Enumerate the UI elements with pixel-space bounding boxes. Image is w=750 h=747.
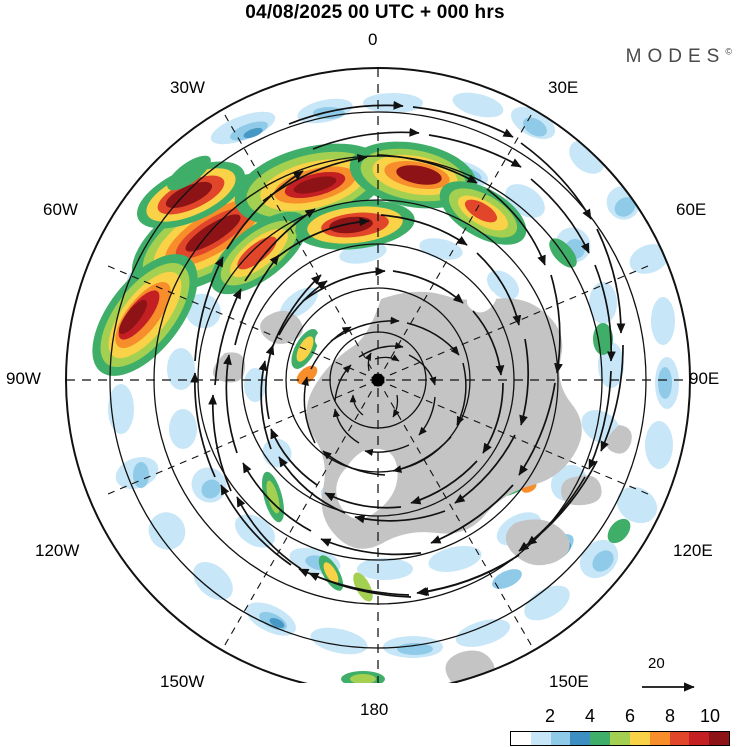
lon-label-90E: 90E <box>689 369 720 388</box>
colorbar-swatch-6 <box>629 732 650 745</box>
vector-scale-arrow-icon <box>642 682 695 692</box>
shaded-amplitude-field <box>66 68 690 683</box>
lon-label-90W: 90W <box>6 369 41 388</box>
lon-label-150W: 150W <box>160 672 205 691</box>
wind-vector-field <box>190 100 626 598</box>
copyright-mark: © <box>725 46 732 57</box>
colorbar-tick-10: 10 <box>699 706 721 726</box>
colorbar-tick-4: 4 <box>584 706 596 726</box>
lon-label-30E: 30E <box>548 78 579 97</box>
lon-label-120E: 120E <box>673 541 713 560</box>
vector-scale-label: 20 <box>648 655 665 672</box>
colorbar-swatch-3 <box>570 732 591 745</box>
colorbar <box>510 731 730 746</box>
colorbar-tick-8: 8 <box>664 706 676 726</box>
polar-stereographic-map <box>63 53 693 683</box>
colorbar-swatch-10 <box>709 732 729 745</box>
lon-label-120W: 120W <box>35 541 80 560</box>
lon-label-150E: 150E <box>549 672 589 691</box>
colorbar-tick-2: 2 <box>544 706 556 726</box>
lon-label-60W: 60W <box>43 200 78 219</box>
colorbar-swatch-5 <box>610 732 630 745</box>
logo-text: MODES <box>625 46 726 67</box>
colorbar-swatch-4 <box>590 732 611 745</box>
colorbar-swatch-1 <box>530 732 551 745</box>
colorbar-swatch-9 <box>689 732 710 745</box>
colorbar-tick-6: 6 <box>624 706 636 726</box>
page-title: 04/08/2025 00 UTC + 000 hrs <box>245 2 505 23</box>
modes-logo: MODES© <box>626 46 732 68</box>
colorbar-swatch-2 <box>550 732 571 745</box>
colorbar-swatch-7 <box>649 732 670 745</box>
lon-label-0: 0 <box>368 30 378 49</box>
lon-label-30W: 30W <box>170 78 205 97</box>
colorbar-swatch-8 <box>669 732 690 745</box>
lon-label-60E: 60E <box>676 200 707 219</box>
amplitude-maximum-0 <box>295 141 527 250</box>
colorbar-swatch-0 <box>511 732 531 745</box>
south-pole-marker <box>371 373 385 387</box>
colorbar-ticks: 2 4 6 8 10 <box>510 706 730 730</box>
lon-label-180: 180 <box>360 700 389 719</box>
